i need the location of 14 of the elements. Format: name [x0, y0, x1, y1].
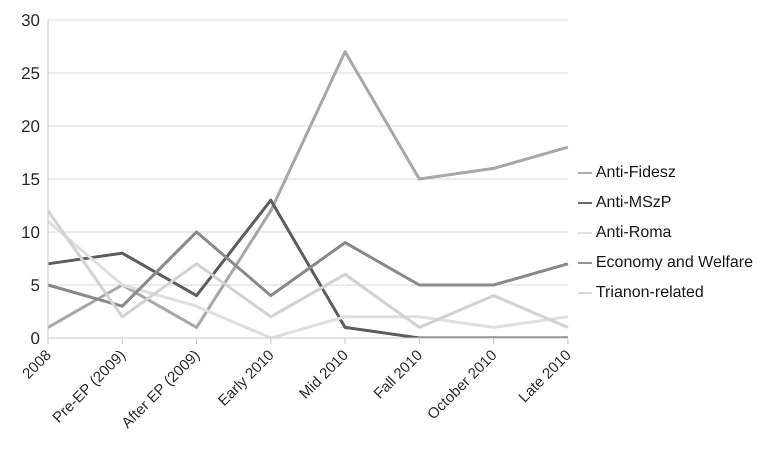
- y-tick-label: 20: [21, 117, 40, 136]
- line-series: [46, 230, 570, 308]
- y-tick-label: 25: [21, 64, 40, 84]
- legend-label: Economy and Welfare: [596, 254, 753, 271]
- line-series: [46, 50, 570, 329]
- legend-label: Anti-MSzP: [596, 194, 672, 211]
- legend-label: Trianon-related: [596, 284, 704, 301]
- y-tick-label: 15: [21, 170, 40, 190]
- y-tick-label: 10: [21, 223, 40, 242]
- y-tick-label: 5: [30, 276, 40, 296]
- y-tick-label: 30: [21, 11, 40, 30]
- y-tick-label: 0: [30, 329, 40, 348]
- legend-label: Anti-Roma: [596, 224, 672, 241]
- legend-label: Anti-Fidesz: [596, 164, 676, 181]
